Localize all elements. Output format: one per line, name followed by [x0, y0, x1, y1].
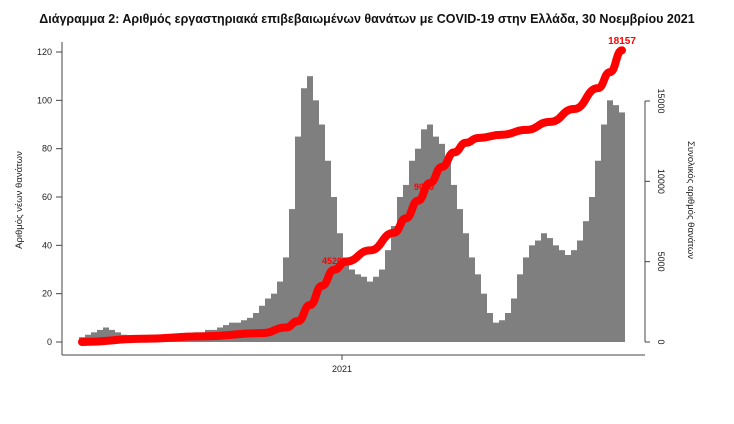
ticks-group: 0 20 40 60 80 100 120 0 5000 10000 15000 [37, 47, 666, 347]
y2-tick-label: 5000 [656, 252, 666, 272]
bar [433, 136, 439, 342]
y2-axis-title: Συνολικός αριθμός θανάτων [685, 141, 696, 259]
bar [253, 313, 259, 342]
y-tick-label: 40 [42, 240, 52, 250]
bar [259, 305, 265, 342]
cumulative-deaths-line [78, 46, 626, 346]
bar [355, 274, 361, 342]
bar [505, 313, 511, 342]
bar [445, 160, 451, 342]
bar [295, 136, 301, 342]
bar [373, 276, 379, 342]
y-tick-label: 120 [37, 47, 52, 57]
bar [475, 274, 481, 342]
bar [307, 76, 313, 343]
bar [109, 329, 115, 342]
bar [367, 281, 373, 342]
bar [511, 298, 517, 342]
bar [271, 293, 277, 342]
y-tick-label: 60 [42, 192, 52, 202]
y2-tick-label: 10000 [656, 169, 666, 194]
bar [493, 322, 499, 342]
bar [619, 112, 625, 343]
bar [613, 105, 619, 343]
bar [103, 327, 109, 342]
bar [361, 276, 367, 342]
bar [481, 293, 487, 342]
y2-tick-label: 0 [656, 339, 666, 344]
bar [427, 124, 433, 342]
bar [97, 329, 103, 342]
bar [301, 88, 307, 342]
bar [541, 233, 547, 342]
annotation-4520: 4520 [322, 256, 342, 266]
bars-group [79, 76, 625, 343]
bar [385, 250, 391, 342]
y2-tick-label: 15000 [656, 88, 666, 113]
bar [589, 197, 595, 342]
bar [379, 269, 385, 342]
bar [409, 160, 415, 342]
bar [499, 320, 505, 342]
y-tick-label: 0 [47, 337, 52, 347]
bar [577, 240, 583, 342]
bar [469, 257, 475, 342]
y-tick-label: 100 [37, 95, 52, 105]
axes-group: 2021 Αριθμός νέων θανάτων Συνολικός αριθ… [14, 42, 696, 374]
bar [463, 233, 469, 342]
bar [583, 221, 589, 342]
bar [421, 129, 427, 342]
bar [601, 124, 607, 342]
bar [403, 184, 409, 342]
annotation-9050: 9050 [414, 182, 434, 192]
bar [451, 184, 457, 342]
bar [313, 100, 319, 342]
bar [565, 255, 571, 342]
bar [325, 160, 331, 342]
bar [319, 124, 325, 342]
bar [439, 143, 445, 342]
bar [265, 298, 271, 342]
bar [571, 250, 577, 342]
bar [349, 269, 355, 342]
bar [457, 209, 463, 342]
bar [337, 233, 343, 342]
x-tick-label: 2021 [332, 364, 352, 374]
bar [415, 148, 421, 342]
chart-title: Διάγραμμα 2: Αριθμός εργαστηριακά επιβεβ… [39, 12, 694, 26]
bar [343, 257, 349, 342]
y-tick-label: 20 [42, 289, 52, 299]
bar [283, 257, 289, 342]
y-tick-label: 80 [42, 144, 52, 154]
bar [595, 160, 601, 342]
bar [535, 240, 541, 342]
bar [397, 197, 403, 342]
bar [487, 313, 493, 342]
bar [91, 332, 97, 342]
bar [607, 100, 613, 342]
bar [559, 250, 565, 342]
bar [517, 274, 523, 342]
bar [523, 257, 529, 342]
bar [547, 238, 553, 342]
annotation-18157: 18157 [608, 36, 636, 47]
bar [277, 281, 283, 342]
bar [529, 245, 535, 342]
bar [553, 245, 559, 342]
y-axis-title: Αριθμός νέων θανάτων [14, 151, 25, 249]
bar [391, 226, 397, 342]
bar [289, 209, 295, 342]
